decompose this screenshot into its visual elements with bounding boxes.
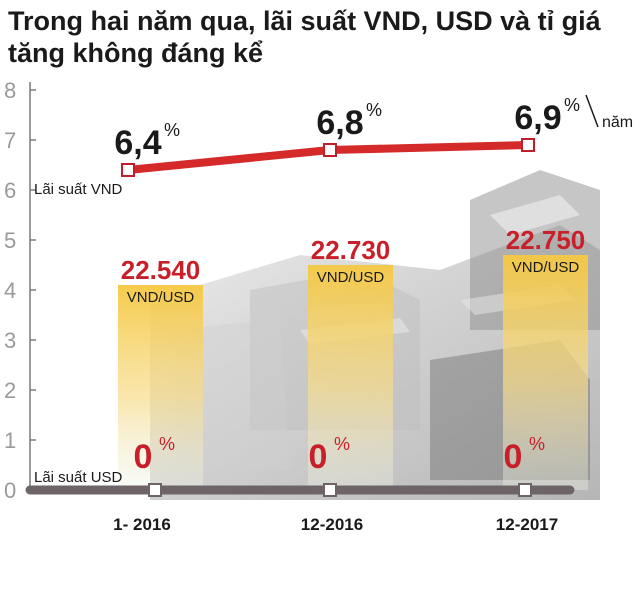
exchange-rate-bar: [308, 265, 393, 490]
vnd-rate-percent: %: [366, 100, 382, 120]
usd-rate-value: 0: [504, 438, 523, 476]
x-axis-labels: 1- 2016 12-2016 12-2017: [113, 515, 558, 534]
usd-rate-percent: %: [529, 434, 545, 454]
chart-title-line: tăng không đáng kể: [8, 38, 263, 68]
usd-rate-marker: [148, 483, 162, 497]
x-tick-label: 12-2016: [301, 515, 363, 534]
y-tick-label: 3: [4, 328, 16, 353]
y-axis: 0 1 2 3 4 5 6 7 8: [4, 78, 36, 503]
y-tick-label: 1: [4, 428, 16, 453]
exchange-rate-unit: VND/USD: [317, 269, 385, 286]
vnd-rate-value: 6,8: [316, 104, 363, 142]
x-tick-label: 1- 2016: [113, 515, 171, 534]
vnd-rate-marker: [521, 138, 535, 152]
exchange-rate-bar: [503, 255, 588, 490]
usd-rate-marker: [518, 483, 532, 497]
chart-title: Trong hai năm qua, lãi suất VND, USD và …: [8, 6, 602, 68]
exchange-rate-unit: VND/USD: [512, 259, 580, 276]
vnd-rate-value: 6,9: [514, 99, 561, 137]
y-tick-label: 4: [4, 278, 16, 303]
usd-rate-marker: [323, 483, 337, 497]
usd-rate-series: Lãi suất USD 0% 0% 0%: [25, 434, 575, 497]
per-year-label: năm: [602, 114, 633, 131]
y-tick-label: 0: [4, 478, 16, 503]
vnd-rate-marker: [121, 163, 135, 177]
vnd-rate-percent: %: [164, 120, 180, 140]
chart-title-line: Trong hai năm qua, lãi suất VND, USD và …: [8, 6, 602, 36]
vnd-rate-series-name: Lãi suất VND: [34, 181, 123, 198]
exchange-rate-value: 22.730: [311, 235, 391, 265]
exchange-rate-unit: VND/USD: [127, 289, 195, 306]
per-year-slash: [585, 94, 599, 128]
vnd-rate-percent: %: [564, 95, 580, 115]
y-tick-label: 5: [4, 228, 16, 253]
y-tick-label: 7: [4, 128, 16, 153]
y-tick-label: 8: [4, 78, 16, 103]
exchange-rate-value: 22.750: [506, 225, 586, 255]
x-tick-label: 12-2017: [496, 515, 558, 534]
usd-rate-series-name: Lãi suất USD: [34, 469, 123, 486]
usd-rate-value: 0: [309, 438, 328, 476]
usd-rate-percent: %: [334, 434, 350, 454]
exchange-rate-value: 22.540: [121, 255, 201, 285]
usd-rate-value: 0: [134, 438, 153, 476]
exchange-rate-bars: 22.540 VND/USD 22.730 VND/USD 22.750 VND/USD: [118, 225, 588, 490]
y-tick-label: 2: [4, 378, 16, 403]
usd-rate-percent: %: [159, 434, 175, 454]
y-tick-label: 6: [4, 178, 16, 203]
exchange-rate-bar: [118, 285, 203, 490]
vnd-rate-marker: [323, 143, 337, 157]
vnd-rate-value: 6,4: [114, 124, 161, 162]
